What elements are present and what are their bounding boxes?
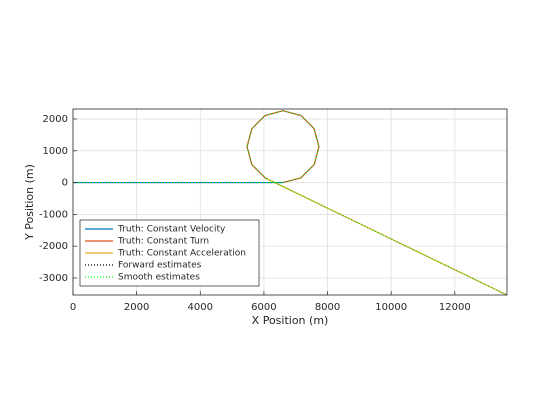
tick-layer: 0 2000 4000 6000 8000 10000 12000-3000-2000-10… (39, 114, 471, 313)
x-tick-label: 4000 (188, 302, 213, 313)
x-tick-label: 2000 (124, 302, 149, 313)
y-tick-label: 0 (62, 178, 68, 189)
y-axis-label: Y Position (m) (23, 164, 36, 241)
y-tick-label: 2000 (43, 114, 68, 125)
legend-label: Smooth estimates (118, 273, 200, 283)
y-tick-label: -1000 (39, 209, 68, 220)
legend: Truth: Constant Velocity Truth: Constant … (79, 219, 260, 287)
x-tick-label: 0 (70, 302, 76, 313)
y-tick-label: -3000 (39, 273, 68, 284)
legend-label: Truth: Constant Acceleration (117, 249, 246, 259)
x-tick-label: 6000 (251, 302, 276, 313)
x-tick-label: 8000 (315, 302, 340, 313)
legend-label: Forward estimates (118, 261, 202, 271)
y-tick-label: -2000 (39, 241, 68, 252)
axes-box (72, 108, 508, 296)
x-tick-label: 12000 (439, 302, 471, 313)
x-axis-label: X Position (m) (252, 314, 329, 327)
y-tick-label: 1000 (43, 146, 68, 157)
legend-label: Truth: Constant Velocity (117, 225, 226, 235)
x-tick-label: 10000 (375, 302, 407, 313)
plot-layer (73, 110, 508, 296)
series-line (73, 110, 508, 296)
legend-label: Truth: Constant Turn (117, 237, 209, 247)
